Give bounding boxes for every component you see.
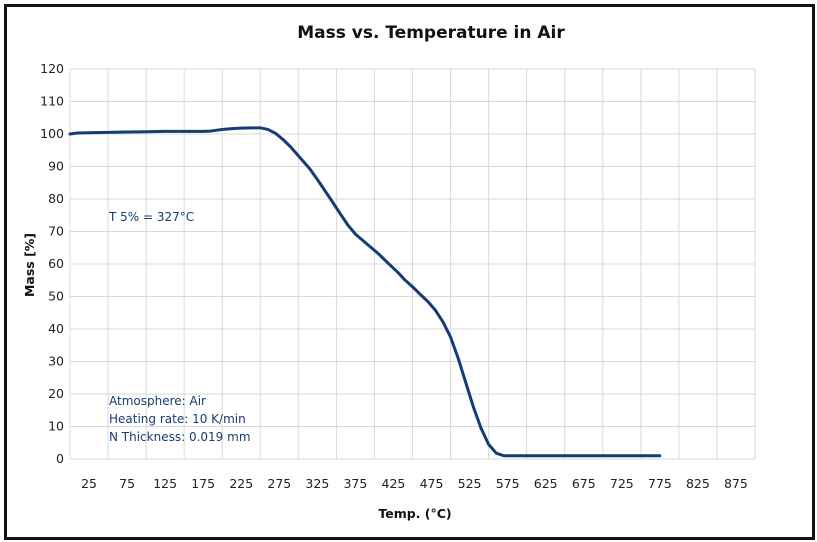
y-tick-label: 60 <box>48 256 64 271</box>
x-tick-label: 475 <box>420 476 444 491</box>
x-tick-label: 325 <box>305 476 329 491</box>
x-tick-label: 175 <box>191 476 215 491</box>
y-tick-label: 30 <box>48 354 64 369</box>
x-tick-label: 825 <box>686 476 710 491</box>
chart-title: Mass vs. Temperature in Air <box>297 23 565 43</box>
chart-frame <box>4 4 815 540</box>
y-tick-label: 90 <box>48 159 64 174</box>
y-tick-label: 50 <box>48 289 64 304</box>
y-tick-label: 110 <box>40 94 64 109</box>
x-tick-label: 275 <box>267 476 291 491</box>
y-tick-label: 10 <box>48 419 64 434</box>
x-tick-label: 225 <box>229 476 253 491</box>
x-tick-label: 75 <box>119 476 135 491</box>
annotation-atmosphere: Atmosphere: Air <box>109 394 206 408</box>
y-tick-label: 40 <box>48 321 64 336</box>
x-tick-label: 25 <box>81 476 97 491</box>
annotation-heating-rate: Heating rate: 10 K/min <box>109 412 246 426</box>
x-tick-label: 725 <box>610 476 634 491</box>
y-tick-label: 70 <box>48 224 64 239</box>
x-tick-label: 775 <box>648 476 672 491</box>
y-axis-label: Mass [%] <box>22 233 37 297</box>
mass-series-line <box>68 126 662 458</box>
x-tick-label: 425 <box>382 476 406 491</box>
x-tick-labels: 25 75 125 175 225 275 325 375 425 475 525 575 625 675… <box>81 476 748 491</box>
y-tick-label: 80 <box>48 191 64 206</box>
x-tick-label: 125 <box>153 476 177 491</box>
annotation-thickness: N Thickness: 0.019 mm <box>109 430 251 444</box>
x-tick-label: 875 <box>724 476 748 491</box>
y-tick-label: 100 <box>40 126 64 141</box>
y-tick-label: 120 <box>40 61 64 76</box>
annotation-t5: T 5% = 327°C <box>108 210 194 224</box>
x-axis-label: Temp. (°C) <box>378 506 451 521</box>
y-tick-label: 0 <box>56 451 64 466</box>
x-tick-label: 575 <box>496 476 520 491</box>
x-tick-label: 675 <box>572 476 596 491</box>
y-tick-labels: 0 10 20 30 40 50 60 70 80 90 100 110 120 <box>40 61 64 466</box>
x-tick-label: 525 <box>458 476 482 491</box>
x-tick-label: 625 <box>534 476 558 491</box>
x-tick-label: 375 <box>343 476 367 491</box>
y-tick-label: 20 <box>48 386 64 401</box>
